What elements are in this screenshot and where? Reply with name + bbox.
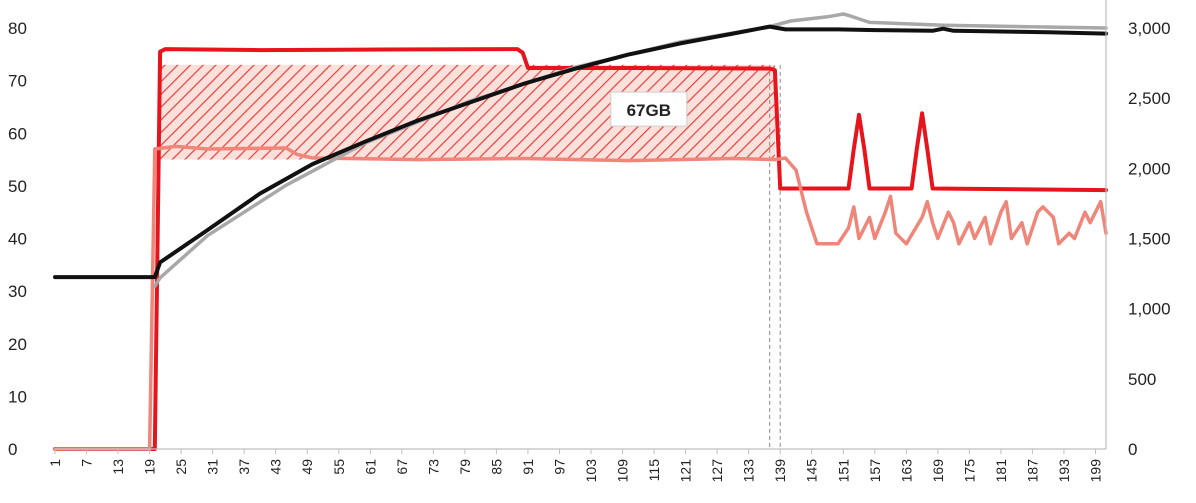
x-tick-label: 91 [520, 459, 536, 475]
reference-lines [769, 64, 781, 449]
x-tick-label: 13 [110, 459, 126, 475]
y-left-tick-label: 10 [8, 387, 27, 406]
y-right-tick-label: 1,000 [1128, 300, 1171, 319]
y-right-tick-label: 2,500 [1128, 89, 1171, 108]
x-tick-label: 19 [142, 459, 158, 475]
x-tick-label: 145 [804, 459, 820, 483]
y-right-tick-label: 3,000 [1128, 19, 1171, 38]
y-left-tick-label: 60 [8, 124, 27, 143]
x-tick-label: 199 [1088, 459, 1104, 483]
x-tick-label: 43 [268, 459, 284, 475]
x-tick-label: 55 [331, 459, 347, 475]
x-tick-label: 175 [961, 459, 977, 483]
x-tick-label: 103 [583, 459, 599, 483]
x-tick-label: 121 [678, 459, 694, 483]
series-layer [53, 12, 1108, 451]
annotation-box [610, 91, 688, 127]
x-tick-label: 37 [236, 459, 252, 475]
x-tick-label: 127 [709, 459, 725, 483]
y-right-tick-label: 2,000 [1128, 159, 1171, 178]
x-tick-label: 163 [898, 459, 914, 483]
annotation-label: 67GB [627, 101, 671, 120]
series-line-4 [53, 24, 1108, 280]
x-tick-label: 139 [772, 459, 788, 483]
y-left-tick-label: 20 [8, 335, 27, 354]
y-right-tick-label: 500 [1128, 370, 1156, 389]
x-tick-label: 169 [930, 459, 946, 483]
x-tick-label: 79 [457, 459, 473, 475]
x-tick-label: 109 [615, 459, 631, 483]
series-line-1 [53, 47, 1108, 451]
x-tick-label: 97 [552, 459, 568, 475]
x-tick-label: 73 [425, 459, 441, 475]
x-tick-label: 49 [299, 459, 315, 475]
y-left-tick-label: 50 [8, 177, 27, 196]
y-left-tick-label: 70 [8, 72, 27, 91]
y-right-tick-label: 0 [1128, 440, 1137, 459]
x-tick-label: 133 [741, 459, 757, 483]
series-line-2 [53, 144, 1108, 451]
x-tick-label: 67 [394, 459, 410, 475]
x-tick-label: 187 [1024, 459, 1040, 483]
x-tick-label: 157 [867, 459, 883, 483]
x-tick-label: 7 [79, 459, 95, 467]
y-right-tick-label: 1,500 [1128, 230, 1171, 249]
x-tick-label: 61 [362, 459, 378, 475]
x-tick-label: 1 [47, 459, 63, 467]
x-tick-label: 31 [205, 459, 221, 475]
x-tick-label: 181 [993, 459, 1009, 483]
x-tick-label: 151 [835, 459, 851, 483]
x-tick-label: 115 [646, 459, 662, 482]
annotation-layer: 67GB [610, 91, 688, 127]
y-left-tick-label: 80 [8, 19, 27, 38]
axes-layer: 0 10 20 30 40 50 60 70 80 0 500 1,000 1,500 2,000 2,50… [8, 0, 1171, 482]
y-left-tick-label: 30 [8, 282, 27, 301]
y-left-tick-label: 0 [8, 440, 17, 459]
x-tick-label: 85 [488, 459, 504, 475]
x-tick-label: 193 [1056, 459, 1072, 483]
x-tick-label: 25 [173, 459, 189, 475]
y-left-tick-label: 40 [8, 230, 27, 249]
